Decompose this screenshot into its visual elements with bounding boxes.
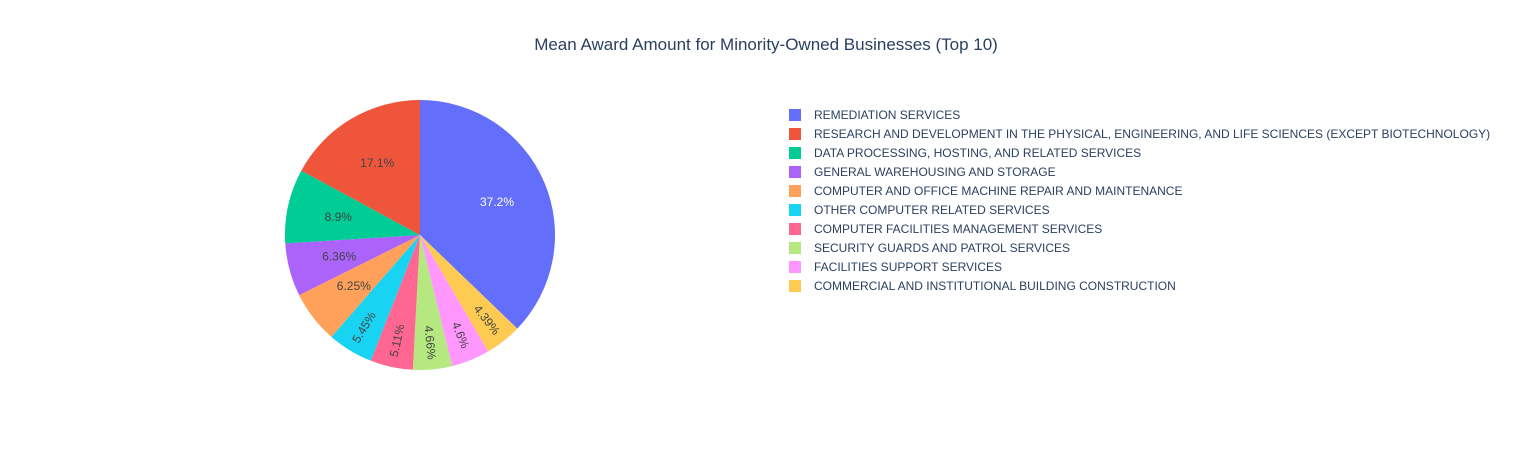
slice-label: 6.36%	[322, 250, 356, 264]
slice-label: 5.11%	[387, 323, 408, 359]
pie-slice[interactable]	[301, 99, 420, 235]
legend-label[interactable]: COMMERCIAL AND INSTITUTIONAL BUILDING CO…	[814, 279, 1176, 293]
chart-title: Mean Award Amount for Minority-Owned Bus…	[534, 35, 998, 54]
pie-slice[interactable]	[420, 235, 518, 352]
legend-label[interactable]: FACILITIES SUPPORT SERVICES	[814, 260, 1002, 274]
pie-slice[interactable]	[420, 100, 555, 329]
legend-label[interactable]: COMPUTER FACILITIES MANAGEMENT SERVICES	[814, 222, 1102, 236]
pie-slice[interactable]	[420, 235, 489, 367]
legend: REMEDIATION SERVICES RESEARCH AND DEVELOP…	[789, 108, 1490, 293]
legend-swatch[interactable]	[789, 223, 801, 235]
legend-swatch[interactable]	[789, 185, 801, 197]
legend-label[interactable]: REMEDIATION SERVICES	[814, 108, 960, 122]
pie-slice[interactable]	[285, 235, 420, 296]
legend-label[interactable]: GENERAL WAREHOUSING AND STORAGE	[814, 165, 1056, 179]
pie-slices	[285, 99, 555, 370]
legend-swatch[interactable]	[789, 242, 801, 254]
slice-label: 4.66%	[422, 325, 439, 361]
legend-swatch[interactable]	[789, 261, 801, 273]
legend-swatch[interactable]	[789, 147, 801, 159]
pie-slice[interactable]	[299, 235, 420, 337]
slice-label: 17.1%	[360, 156, 394, 170]
legend-swatch[interactable]	[789, 109, 801, 121]
legend-swatch[interactable]	[789, 204, 801, 216]
slice-label: 6.25%	[337, 279, 371, 293]
pie-slice[interactable]	[285, 170, 420, 244]
slice-label: 37.2%	[480, 195, 514, 209]
legend-label[interactable]: COMPUTER AND OFFICE MACHINE REPAIR AND M…	[814, 184, 1182, 198]
pie-slice[interactable]	[331, 235, 420, 361]
pie-slice[interactable]	[412, 235, 453, 370]
legend-label[interactable]: OTHER COMPUTER RELATED SERVICES	[814, 203, 1050, 217]
legend-label[interactable]: DATA PROCESSING, HOSTING, AND RELATED SE…	[814, 146, 1141, 160]
legend-swatch[interactable]	[789, 280, 801, 292]
legend-label[interactable]: SECURITY GUARDS AND PATROL SERVICES	[814, 241, 1070, 255]
legend-label[interactable]: RESEARCH AND DEVELOPMENT IN THE PHYSICAL…	[814, 127, 1490, 141]
legend-swatch[interactable]	[789, 128, 801, 140]
legend-swatch[interactable]	[789, 166, 801, 178]
slice-label: 8.9%	[325, 210, 353, 224]
pie-slice[interactable]	[370, 235, 420, 370]
